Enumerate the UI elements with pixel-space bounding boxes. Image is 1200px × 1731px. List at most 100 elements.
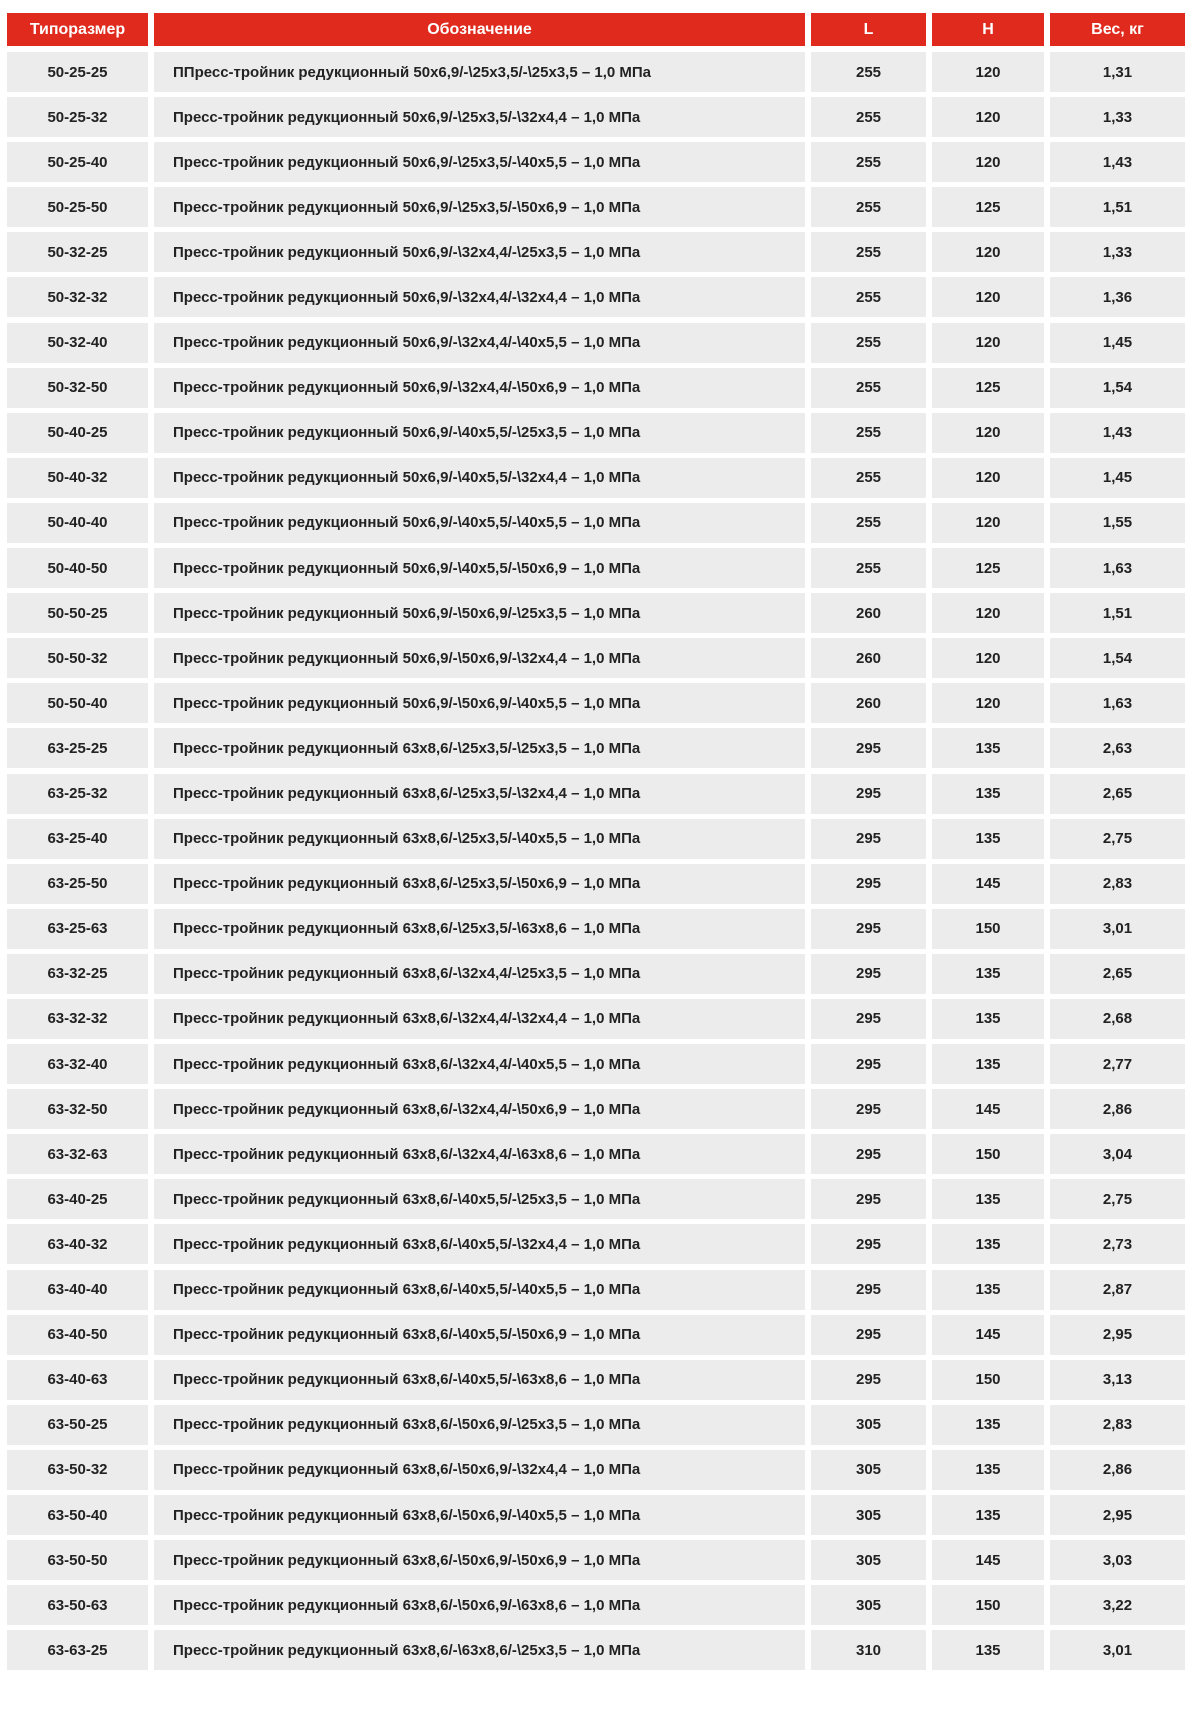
table-row: 50-40-25 Пресс-тройник редукционный 50x6,… <box>7 412 1191 453</box>
cell-size: 63-32-25 <box>7 953 148 994</box>
table-row: 50-25-25 ППресс-тройник редукционный 50x6… <box>7 52 1191 92</box>
cell-size: 63-50-50 <box>7 1540 148 1581</box>
cell-l: 305 <box>811 1449 926 1490</box>
cell-designation: Пресс-тройник редукционный 63x8,6/-\50x6… <box>154 1495 805 1535</box>
cell-size: 63-50-32 <box>7 1449 148 1490</box>
cell-l: 295 <box>811 1179 926 1220</box>
table-row: 63-40-32 Пресс-тройник редукционный 63x8,… <box>7 1224 1191 1265</box>
cell-h: 145 <box>932 1540 1044 1581</box>
cell-h: 120 <box>932 277 1044 318</box>
cell-weight: 1,45 <box>1050 457 1185 498</box>
cell-designation: Пресс-тройник редукционный 50x6,9/-\50x6… <box>154 593 805 634</box>
cell-size: 50-25-40 <box>7 142 148 183</box>
table-row: 63-63-25 Пресс-тройник редукционный 63x8,… <box>7 1630 1191 1671</box>
cell-size: 63-50-25 <box>7 1404 148 1445</box>
specs-table: Типоразмер Обозначение L H Вес, кг 50-25… <box>7 13 1191 1675</box>
cell-designation: Пресс-тройник редукционный 63x8,6/-\40x5… <box>154 1179 805 1220</box>
cell-l: 255 <box>811 232 926 273</box>
cell-designation: Пресс-тройник редукционный 63x8,6/-\32x4… <box>154 1044 805 1085</box>
cell-l: 295 <box>811 863 926 904</box>
cell-size: 63-25-63 <box>7 908 148 949</box>
cell-size: 50-25-50 <box>7 187 148 228</box>
table-header: Типоразмер Обозначение L H Вес, кг <box>7 13 1191 46</box>
cell-h: 120 <box>932 457 1044 498</box>
cell-size: 50-40-25 <box>7 412 148 453</box>
cell-l: 295 <box>811 1089 926 1130</box>
cell-l: 255 <box>811 277 926 318</box>
cell-l: 305 <box>811 1495 926 1535</box>
cell-designation: Пресс-тройник редукционный 63x8,6/-\32x4… <box>154 998 805 1039</box>
cell-weight: 3,04 <box>1050 1134 1185 1175</box>
cell-designation: Пресс-тройник редукционный 63x8,6/-\32x4… <box>154 1134 805 1175</box>
cell-size: 63-40-40 <box>7 1269 148 1310</box>
cell-l: 255 <box>811 457 926 498</box>
cell-size: 63-25-40 <box>7 818 148 859</box>
table-row: 63-32-40 Пресс-тройник редукционный 63x8,… <box>7 1044 1191 1085</box>
cell-weight: 3,03 <box>1050 1540 1185 1581</box>
cell-h: 120 <box>932 232 1044 273</box>
table-row: 63-40-25 Пресс-тройник редукционный 63x8,… <box>7 1179 1191 1220</box>
cell-weight: 2,86 <box>1050 1089 1185 1130</box>
table-row: 50-32-32 Пресс-тройник редукционный 50x6,… <box>7 277 1191 318</box>
cell-designation: Пресс-тройник редукционный 63x8,6/-\25x3… <box>154 728 805 769</box>
table-row: 50-50-25 Пресс-тройник редукционный 50x6,… <box>7 593 1191 634</box>
cell-h: 150 <box>932 1359 1044 1400</box>
cell-l: 305 <box>811 1404 926 1445</box>
cell-h: 145 <box>932 1089 1044 1130</box>
table-body: 50-25-25 ППресс-тройник редукционный 50x6… <box>7 52 1191 1671</box>
cell-l: 295 <box>811 728 926 769</box>
cell-h: 150 <box>932 1585 1044 1626</box>
table-row: 63-32-25 Пресс-тройник редукционный 63x8,… <box>7 953 1191 994</box>
table-row: 50-25-32 Пресс-тройник редукционный 50x6,… <box>7 97 1191 138</box>
cell-h: 135 <box>932 818 1044 859</box>
cell-weight: 1,31 <box>1050 52 1185 92</box>
cell-weight: 1,45 <box>1050 322 1185 363</box>
table-row: 63-32-50 Пресс-тройник редукционный 63x8,… <box>7 1089 1191 1130</box>
cell-h: 135 <box>932 1179 1044 1220</box>
cell-l: 295 <box>811 773 926 814</box>
table-row: 50-25-50 Пресс-тройник редукционный 50x6,… <box>7 187 1191 228</box>
cell-h: 120 <box>932 97 1044 138</box>
table-row: 50-40-32 Пресс-тройник редукционный 50x6,… <box>7 457 1191 498</box>
cell-l: 310 <box>811 1630 926 1671</box>
cell-designation: Пресс-тройник редукционный 63x8,6/-\25x3… <box>154 773 805 814</box>
cell-size: 50-25-25 <box>7 52 148 92</box>
table-row: 50-50-40 Пресс-тройник редукционный 50x6,… <box>7 683 1191 724</box>
cell-weight: 1,54 <box>1050 367 1185 408</box>
cell-size: 50-32-40 <box>7 322 148 363</box>
cell-weight: 2,65 <box>1050 773 1185 814</box>
cell-weight: 1,54 <box>1050 638 1185 679</box>
table-row: 63-40-40 Пресс-тройник редукционный 63x8,… <box>7 1269 1191 1310</box>
cell-weight: 3,13 <box>1050 1359 1185 1400</box>
cell-l: 260 <box>811 638 926 679</box>
cell-weight: 1,36 <box>1050 277 1185 318</box>
cell-weight: 1,55 <box>1050 502 1185 543</box>
table-row: 63-50-63 Пресс-тройник редукционный 63x8,… <box>7 1585 1191 1626</box>
header-h: H <box>932 13 1044 46</box>
cell-designation: Пресс-тройник редукционный 50x6,9/-\32x4… <box>154 367 805 408</box>
cell-l: 295 <box>811 1134 926 1175</box>
cell-weight: 2,83 <box>1050 1404 1185 1445</box>
cell-designation: Пресс-тройник редукционный 50x6,9/-\40x5… <box>154 502 805 543</box>
cell-designation: Пресс-тройник редукционный 63x8,6/-\32x4… <box>154 1089 805 1130</box>
table-row: 50-32-50 Пресс-тройник редукционный 50x6,… <box>7 367 1191 408</box>
cell-l: 255 <box>811 502 926 543</box>
cell-weight: 1,51 <box>1050 593 1185 634</box>
table-row: 63-50-25 Пресс-тройник редукционный 63x8,… <box>7 1404 1191 1445</box>
cell-weight: 2,75 <box>1050 818 1185 859</box>
table-row: 50-50-32 Пресс-тройник редукционный 50x6,… <box>7 638 1191 679</box>
header-weight: Вес, кг <box>1050 13 1185 46</box>
cell-weight: 2,65 <box>1050 953 1185 994</box>
cell-weight: 2,63 <box>1050 728 1185 769</box>
cell-size: 50-40-50 <box>7 548 148 589</box>
cell-designation: Пресс-тройник редукционный 63x8,6/-\50x6… <box>154 1585 805 1626</box>
cell-size: 50-32-32 <box>7 277 148 318</box>
cell-h: 125 <box>932 187 1044 228</box>
table-row: 63-40-50 Пресс-тройник редукционный 63x8,… <box>7 1314 1191 1355</box>
cell-weight: 3,01 <box>1050 908 1185 949</box>
cell-weight: 1,63 <box>1050 683 1185 724</box>
cell-size: 63-50-40 <box>7 1495 148 1535</box>
cell-designation: Пресс-тройник редукционный 63x8,6/-\25x3… <box>154 818 805 859</box>
cell-size: 63-32-40 <box>7 1044 148 1085</box>
cell-designation: Пресс-тройник редукционный 50x6,9/-\50x6… <box>154 683 805 724</box>
